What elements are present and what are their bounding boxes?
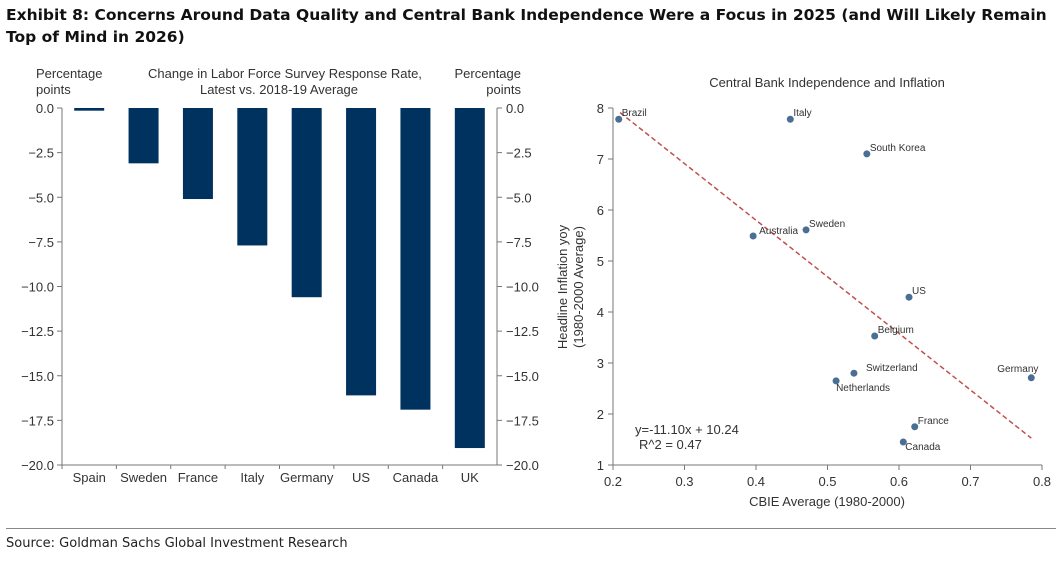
x-tick-label: Sweden [120, 470, 167, 485]
point-australia [749, 232, 757, 240]
point-label: Belgium [878, 325, 914, 336]
x-tick-label: Germany [280, 470, 334, 485]
scatter-y-tick-label: 5 [597, 254, 604, 269]
point-us [905, 293, 913, 301]
bar-italy [237, 108, 268, 246]
scatter-x-tick-label: 0.7 [961, 474, 979, 489]
scatter-y-tick-label: 7 [597, 152, 604, 167]
point-italy [786, 115, 794, 123]
right-tick-label: −15.0 [506, 369, 539, 384]
scatter-y-tick-label: 4 [597, 305, 604, 320]
point-label: Sweden [809, 219, 845, 230]
point-label: Brazil [622, 108, 647, 119]
point-germany [1027, 374, 1035, 382]
point-netherlands [832, 377, 840, 385]
scatter-x-tick-label: 0.6 [890, 474, 908, 489]
bar-uk [454, 108, 485, 449]
left-tick-label: −12.5 [21, 324, 54, 339]
point-brazil [615, 115, 623, 123]
scatter-y-tick-label: 1 [597, 458, 604, 473]
right-tick-label: 0.0 [506, 101, 524, 116]
bar-france [182, 108, 213, 200]
bar-canada [400, 108, 431, 410]
bar-sweden [128, 108, 159, 164]
point-label: Australia [759, 226, 798, 237]
point-label: Netherlands [836, 383, 890, 394]
point-label: US [912, 286, 926, 297]
scatter-y-tick-label: 3 [597, 356, 604, 371]
left-tick-label: −7.5 [28, 235, 54, 250]
scatter-y-tick-label: 8 [597, 101, 604, 116]
left-tick-label: 0.0 [36, 101, 54, 116]
point-france [911, 423, 919, 431]
bar-chart-subtitle: Latest vs. 2018-19 Average [200, 82, 358, 97]
right-tick-label: −5.0 [506, 190, 532, 205]
right-tick-label: −20.0 [506, 458, 539, 473]
regression-equation: y=-11.10x + 10.24 [635, 422, 739, 437]
scatter-x-tick-label: 0.3 [675, 474, 693, 489]
trend-line [619, 112, 1032, 439]
left-tick-label: −17.5 [21, 413, 54, 428]
point-label: France [918, 416, 950, 427]
divider [6, 528, 1056, 529]
left-tick-label: −5.0 [28, 190, 54, 205]
scatter-x-label: CBIE Average (1980-2000) [749, 494, 905, 509]
source-note: Source: Goldman Sachs Global Investment … [6, 536, 348, 551]
x-tick-label: Canada [393, 470, 439, 485]
point-sweden [802, 226, 810, 234]
scatter-x-tick-label: 0.4 [747, 474, 765, 489]
left-tick-label: −2.5 [28, 146, 54, 161]
scatter-y-label-line2: (1980-2000 Average) [571, 226, 586, 348]
exhibit-title: Exhibit 8: Concerns Around Data Quality … [6, 6, 1047, 46]
x-tick-label: US [352, 470, 370, 485]
point-label: Switzerland [866, 363, 918, 374]
bar-chart-title: Change in Labor Force Survey Response Ra… [148, 66, 422, 81]
x-tick-label: France [178, 470, 218, 485]
bar-us [346, 108, 377, 396]
scatter-y-label-line1: Headline Inflation yoy [555, 224, 570, 349]
point-label: Canada [905, 442, 940, 453]
right-y-label-line2: points [486, 82, 521, 97]
scatter-x-tick-label: 0.2 [604, 474, 622, 489]
r-squared: R^2 = 0.47 [639, 437, 702, 452]
right-y-label-line1: Percentage [455, 66, 522, 81]
bar-germany [291, 108, 322, 298]
right-tick-label: −7.5 [506, 235, 532, 250]
right-tick-label: −10.0 [506, 280, 539, 295]
x-tick-label: Spain [73, 470, 106, 485]
point-canada [899, 438, 907, 446]
point-label: Germany [997, 364, 1038, 375]
right-tick-label: −2.5 [506, 146, 532, 161]
scatter-x-tick-label: 0.8 [1033, 474, 1051, 489]
point-switzerland [850, 369, 858, 377]
scatter-title: Central Bank Independence and Inflation [709, 75, 945, 90]
left-tick-label: −10.0 [21, 280, 54, 295]
scatter-x-tick-label: 0.5 [818, 474, 836, 489]
x-tick-label: UK [461, 470, 479, 485]
scatter-y-tick-label: 6 [597, 203, 604, 218]
point-label: South Korea [870, 143, 926, 154]
left-y-label-line1: Percentage [36, 66, 103, 81]
scatter-y-tick-label: 2 [597, 407, 604, 422]
right-tick-label: −12.5 [506, 324, 539, 339]
left-tick-label: −20.0 [21, 458, 54, 473]
right-tick-label: −17.5 [506, 413, 539, 428]
bar-spain [74, 108, 105, 111]
point-label: Italy [793, 108, 811, 119]
x-tick-label: Italy [240, 470, 264, 485]
point-belgium [871, 332, 879, 340]
left-tick-label: −15.0 [21, 369, 54, 384]
left-y-label-line2: points [36, 82, 71, 97]
point-south-korea [863, 150, 871, 158]
